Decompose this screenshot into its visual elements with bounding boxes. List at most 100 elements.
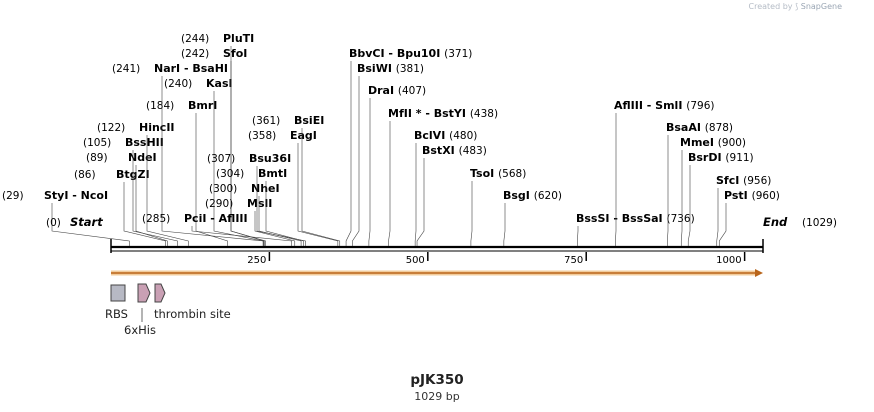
restriction-site-label[interactable]: BbvCI - Bpu10I (371) xyxy=(349,47,472,60)
restriction-site-label[interactable]: (307) Bsu36I xyxy=(207,152,291,165)
site-enzyme-names: BssHII xyxy=(125,136,164,149)
site-position: (483) xyxy=(459,145,487,157)
site-connector-line xyxy=(265,181,304,246)
site-enzyme-names: PciI - AflIII xyxy=(184,212,248,225)
feature-arrow-2 xyxy=(154,283,166,303)
restriction-site-label[interactable]: (122) HincII xyxy=(97,121,175,134)
site-enzyme-names: BsiEI xyxy=(294,114,324,127)
site-enzyme-names: TsoI xyxy=(470,167,498,180)
site-connector-line xyxy=(352,76,360,246)
site-enzyme-names: MmeI xyxy=(680,136,718,149)
restriction-site-label[interactable]: PstI (960) xyxy=(724,189,780,202)
restriction-site-label[interactable]: BstXI (483) xyxy=(422,144,487,157)
restriction-site-label[interactable]: (304) BmtI xyxy=(216,167,287,180)
restriction-site-label[interactable]: (358) EagI xyxy=(248,129,317,142)
site-position: (105) xyxy=(83,137,115,149)
site-position: (122) xyxy=(97,122,129,134)
site-position: (89) xyxy=(86,152,111,164)
restriction-site-label[interactable]: DraI (407) xyxy=(368,84,426,97)
site-position: (307) xyxy=(207,153,239,165)
snapgene-logo-icon: ⟆ xyxy=(795,2,799,11)
site-connector-line xyxy=(368,98,371,246)
site-connector-line xyxy=(256,166,306,246)
restriction-site-label[interactable]: (242) SfoI xyxy=(181,47,247,60)
restriction-site-label[interactable]: (285) PciI - AflIII xyxy=(142,212,248,225)
restriction-site-label[interactable]: (184) BmrI xyxy=(146,99,217,112)
site-position: (358) xyxy=(248,130,280,142)
restriction-site-label[interactable]: MfII * - BstYI (438) xyxy=(388,107,498,120)
site-connector-line xyxy=(615,113,617,246)
site-position: (244) xyxy=(181,33,213,45)
feature-label: RBS xyxy=(105,307,128,321)
site-connector-line xyxy=(667,135,669,246)
credit-brand: SnapGene xyxy=(800,2,842,11)
site-enzyme-names: StyI - NcoI xyxy=(44,189,108,202)
ruler-tick-label: 500 xyxy=(406,255,425,266)
restriction-site-label[interactable]: (361) BsiEI xyxy=(252,114,324,127)
sequence-name: pJK350 xyxy=(410,372,464,388)
site-enzyme-names: MslI xyxy=(247,197,272,210)
restriction-site-label[interactable]: (86) BtgZI xyxy=(74,168,150,181)
site-position: (911) xyxy=(725,152,753,164)
site-enzyme-names: SfcI xyxy=(716,174,743,187)
restriction-site-label[interactable]: (290) MslI xyxy=(205,197,272,210)
site-enzyme-names: BbvCI - Bpu10I xyxy=(349,47,444,60)
site-enzyme-names: NarI - BsaHI xyxy=(154,62,228,75)
restriction-site-label[interactable]: BsiWI (381) xyxy=(357,62,424,75)
site-position: (620) xyxy=(534,190,562,202)
restriction-site-label[interactable]: BclVI (480) xyxy=(414,129,477,142)
restriction-site-label[interactable]: (89) NdeI xyxy=(86,151,157,164)
site-position: (438) xyxy=(470,108,498,120)
site-connector-line xyxy=(135,165,168,246)
site-connector-line xyxy=(414,143,417,246)
restriction-site-label[interactable]: (105) BssHII xyxy=(83,136,164,149)
site-position: (241) xyxy=(112,63,144,75)
sequence-length: 1029 bp xyxy=(414,390,460,403)
ruler-tick-label: 750 xyxy=(564,255,583,266)
restriction-site-label[interactable]: BsgI (620) xyxy=(503,189,562,202)
site-position: (290) xyxy=(205,198,237,210)
restriction-site-label[interactable]: SfcI (956) xyxy=(716,174,771,187)
site-position: (300) xyxy=(209,183,241,195)
ruler-tick-label: 1000 xyxy=(716,255,741,266)
site-connector-line xyxy=(213,91,264,246)
site-enzyme-names: BssSI - BssSaI xyxy=(576,212,666,225)
restriction-site-label[interactable]: (240) KasI xyxy=(164,77,233,90)
site-connector-line xyxy=(718,203,727,246)
restriction-site-label[interactable]: MmeI (900) xyxy=(680,136,746,149)
site-enzyme-names: BsrDI xyxy=(688,151,725,164)
site-enzyme-names: EagI xyxy=(290,129,317,142)
restriction-site-label[interactable]: BssSI - BssSaI (736) xyxy=(576,212,695,225)
site-position: (86) xyxy=(74,169,99,181)
end-position: (1029) xyxy=(802,217,837,229)
restriction-site-label[interactable]: BsaAI (878) xyxy=(666,121,733,134)
site-enzyme-names: Bsu36I xyxy=(249,152,291,165)
start-position: (0) xyxy=(46,217,61,229)
restriction-site-label[interactable]: (241) NarI - BsaHI xyxy=(112,62,228,75)
site-position: (736) xyxy=(666,213,694,225)
site-position: (796) xyxy=(686,100,714,112)
site-enzyme-names: BclVI xyxy=(414,129,449,142)
site-connector-line xyxy=(577,226,579,246)
site-connector-line xyxy=(132,150,178,246)
site-enzyme-names: NheI xyxy=(251,182,280,195)
restriction-site-label[interactable]: (300) NheI xyxy=(209,182,280,195)
site-position: (960) xyxy=(752,190,780,202)
restriction-site-label[interactable]: (29) StyI - NcoI xyxy=(2,189,108,202)
restriction-site-label[interactable]: (244) PluTI xyxy=(181,32,254,45)
start-label: Start xyxy=(70,215,103,229)
site-enzyme-names: PstI xyxy=(724,189,752,202)
site-enzyme-names: BsgI xyxy=(503,189,534,202)
feature-label: 6xHis xyxy=(124,323,156,337)
site-connector-line xyxy=(297,143,339,246)
site-position: (285) xyxy=(142,213,174,225)
site-enzyme-names: BstXI xyxy=(422,144,459,157)
site-enzyme-names: SfoI xyxy=(223,47,247,60)
site-enzyme-names: PluTI xyxy=(223,32,254,45)
restriction-site-label[interactable]: AflIII - SmlI (796) xyxy=(614,99,714,112)
restriction-site-label[interactable]: BsrDI (911) xyxy=(688,151,754,164)
site-enzyme-names: MfII * - BstYI xyxy=(388,107,470,120)
site-connector-line xyxy=(470,181,473,246)
feature-arrow-1 xyxy=(137,283,151,303)
restriction-site-label[interactable]: TsoI (568) xyxy=(470,167,526,180)
